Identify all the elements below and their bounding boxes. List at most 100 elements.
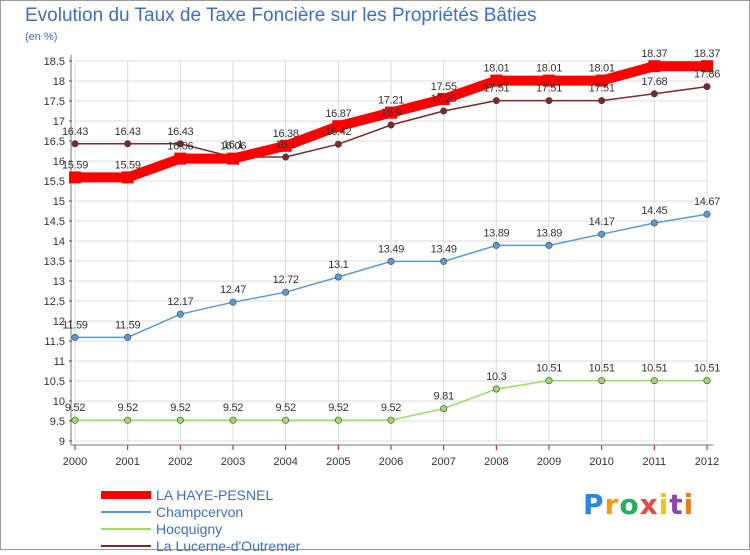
legend-label: Champcervon <box>156 504 244 520</box>
legend-swatch <box>101 511 151 513</box>
logo-letter: t <box>669 488 684 521</box>
data-label: 15.59 <box>62 159 88 171</box>
logo-letter: o <box>619 488 640 521</box>
data-point <box>332 120 345 133</box>
data-point <box>545 97 553 105</box>
data-label: 16.1 <box>276 139 296 151</box>
data-label: 12.47 <box>220 284 246 296</box>
data-label: 17.25 <box>431 93 457 105</box>
data-label: 16.43 <box>115 126 141 138</box>
data-label: 14.45 <box>641 205 667 217</box>
proxiti-logo: Proxiti <box>583 488 694 521</box>
logo-letter: i <box>683 488 695 521</box>
data-point <box>227 152 239 165</box>
data-point <box>229 298 237 306</box>
data-label: 17.51 <box>483 83 509 95</box>
logo-letter: i <box>658 488 670 521</box>
y-tick-label: 15 <box>53 196 65 208</box>
legend-swatch <box>101 528 151 530</box>
data-point <box>543 74 555 87</box>
data-point <box>176 310 184 318</box>
data-label: 13.49 <box>431 243 457 255</box>
y-tick-label: 16.5 <box>44 136 65 148</box>
data-point <box>334 416 342 424</box>
data-point <box>440 257 448 265</box>
x-tick-label: 2000 <box>63 456 87 468</box>
data-point <box>71 333 79 341</box>
y-tick-label: 15.5 <box>44 176 65 188</box>
data-label: 12.17 <box>167 296 193 308</box>
data-label: 17.55 <box>431 81 457 93</box>
data-point <box>124 140 132 148</box>
logo-letter: x <box>639 488 659 521</box>
data-label: 9.52 <box>223 402 243 414</box>
legend-swatch <box>101 491 151 499</box>
data-point <box>387 257 395 265</box>
data-label: 11.59 <box>62 319 87 331</box>
data-point <box>545 241 553 249</box>
data-label: 15.59 <box>115 159 141 171</box>
y-tick-label: 9.5 <box>50 416 65 428</box>
line-chart: 99.51010.51111.51212.51313.51414.51515.5… <box>44 48 721 468</box>
data-point <box>282 416 290 424</box>
x-tick-label: 2002 <box>168 456 192 468</box>
data-label: 13.89 <box>536 227 562 239</box>
data-label: 9.52 <box>170 402 190 414</box>
x-tick-label: 2010 <box>589 456 613 468</box>
data-point <box>69 171 81 184</box>
logo-letter: r <box>604 488 620 521</box>
data-label: 14.17 <box>589 216 615 228</box>
data-label: 16.43 <box>62 126 88 138</box>
data-point <box>490 74 503 87</box>
data-label: 16.1 <box>223 139 243 151</box>
legend-label: Hocquigny <box>156 521 223 537</box>
data-label: 17.68 <box>641 76 667 88</box>
x-tick-label: 2003 <box>221 456 245 468</box>
legend-label: La Lucerne-d'Outremer <box>156 538 301 554</box>
y-tick-label: 13.5 <box>44 256 65 268</box>
legend: LA HAYE-PESNEL Champcervon Hocquigny La Luc… <box>101 487 351 555</box>
data-label: 13.49 <box>378 243 404 255</box>
data-label: 9.52 <box>118 402 138 414</box>
data-label: 10.51 <box>536 363 562 375</box>
data-label: 9.52 <box>276 402 296 414</box>
data-point <box>595 74 608 87</box>
x-tick-label: 2009 <box>537 456 561 468</box>
unit-label: (en %) <box>25 31 58 43</box>
legend-label: LA HAYE-PESNEL <box>156 487 274 503</box>
y-tick-label: 18 <box>53 76 65 88</box>
y-tick-label: 14.5 <box>44 216 65 228</box>
data-point <box>492 241 500 249</box>
y-tick-label: 12 <box>53 316 65 328</box>
y-tick-label: 18.5 <box>44 56 65 68</box>
data-label: 17.51 <box>589 83 615 95</box>
legend-item: LA HAYE-PESNEL <box>101 487 351 504</box>
data-point <box>440 107 448 115</box>
data-point <box>492 385 500 393</box>
logo-letter: P <box>583 488 605 521</box>
y-tick-label: 10.5 <box>44 376 65 388</box>
data-point <box>334 140 342 148</box>
legend-item: Champcervon <box>101 504 351 521</box>
data-label: 12.72 <box>273 274 299 286</box>
data-point <box>703 210 711 218</box>
data-label: 16.42 <box>325 126 351 138</box>
data-label: 16.87 <box>325 108 351 120</box>
data-label: 18.37 <box>694 48 720 60</box>
data-point <box>282 288 290 296</box>
data-label: 9.52 <box>328 402 348 414</box>
data-label: 18.01 <box>536 63 562 75</box>
data-point <box>334 273 342 281</box>
data-point <box>437 93 450 105</box>
data-label: 17.21 <box>378 95 404 107</box>
data-label: 18.01 <box>589 63 615 75</box>
data-point <box>387 121 395 129</box>
data-point <box>71 140 79 148</box>
data-point <box>703 377 711 385</box>
data-point <box>440 405 448 413</box>
data-label: 16.9 <box>381 107 401 119</box>
data-point <box>71 416 79 424</box>
y-tick-label: 17.5 <box>44 96 65 108</box>
data-point <box>648 60 661 73</box>
data-label: 10.51 <box>641 363 667 375</box>
